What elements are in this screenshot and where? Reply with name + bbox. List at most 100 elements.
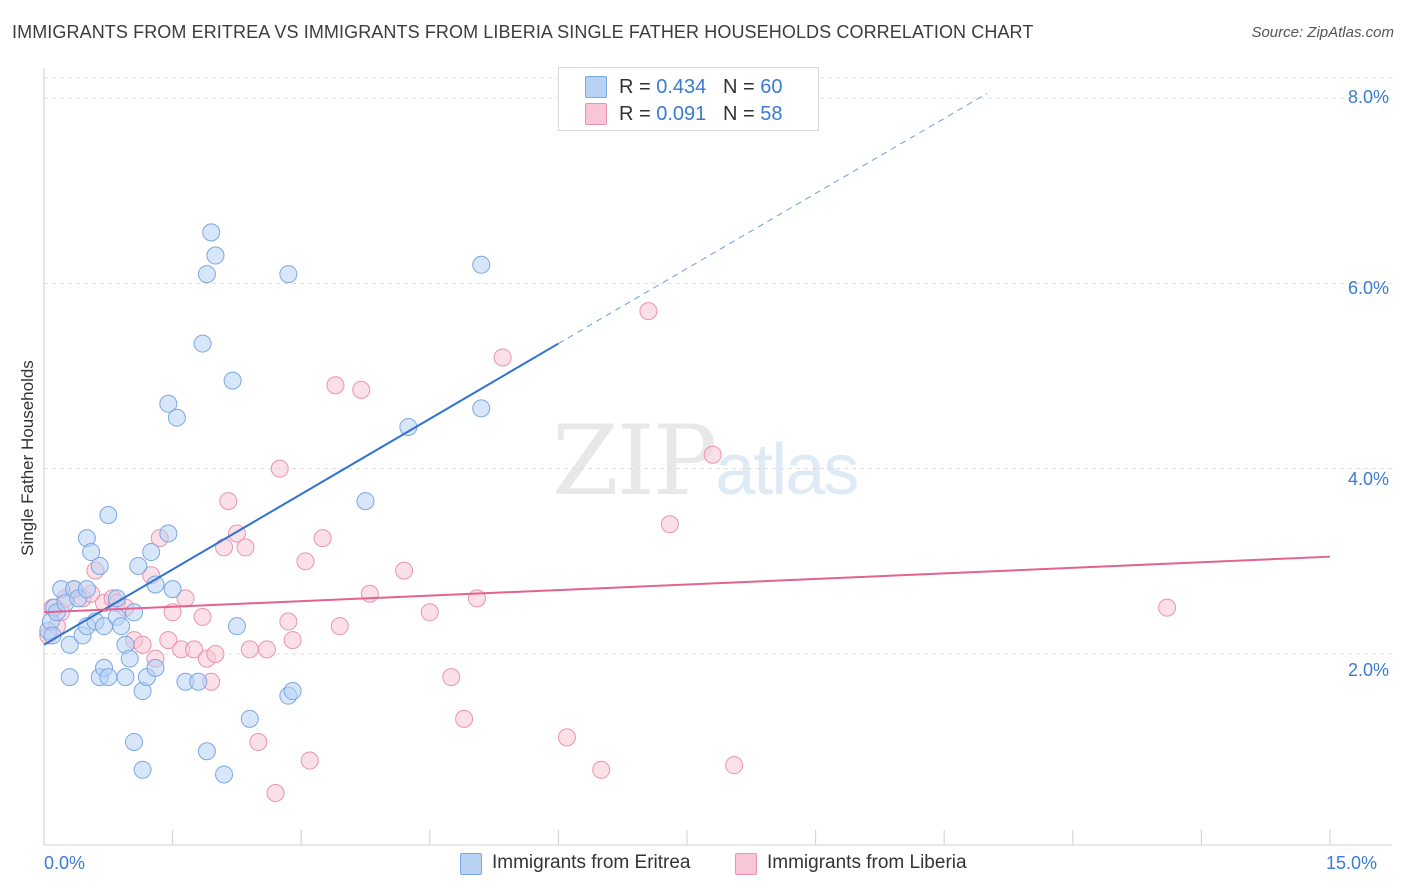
eritrea-point-21 — [99, 668, 118, 687]
liberia-point-35 — [270, 459, 289, 478]
y-tick-6: 6.0% — [1348, 278, 1390, 298]
liberia-point-56 — [725, 756, 744, 775]
x-tick-max: 15.0% — [1326, 853, 1378, 873]
liberia-swatch — [585, 103, 607, 125]
liberia-point-39 — [300, 751, 319, 770]
y-tick-8: 8.0% — [1348, 87, 1390, 107]
eritrea-point-51 — [227, 617, 246, 636]
liberia-point-52 — [592, 760, 611, 779]
liberia-point-36 — [279, 612, 298, 631]
eritrea-point-23 — [107, 589, 126, 608]
legend-eritrea-swatch — [460, 853, 482, 875]
watermark-zip: ZIP — [552, 405, 717, 517]
chart-source: Source: ZipAtlas.com — [1251, 24, 1394, 41]
liberia-point-26 — [206, 644, 225, 663]
eritrea-point-40 — [163, 580, 182, 599]
grid-lines — [44, 77, 1392, 655]
eritrea-swatch — [585, 76, 607, 98]
liberia-point-46 — [420, 603, 439, 622]
eritrea-point-7 — [60, 635, 79, 654]
eritrea-point-32 — [133, 760, 152, 779]
chart-title: IMMIGRANTS FROM ERITREA VS IMMIGRANTS FR… — [12, 22, 1034, 42]
eritrea-trend-line — [43, 342, 559, 646]
legend-liberia-swatch — [735, 853, 757, 875]
eritrea-point-28 — [120, 649, 139, 668]
eritrea-point-29 — [125, 603, 144, 622]
liberia-point-28 — [219, 492, 238, 511]
eritrea-point-55 — [279, 265, 298, 284]
liberia-point-31 — [240, 640, 259, 659]
eritrea-point-38 — [159, 394, 178, 413]
eritrea-point-50 — [223, 371, 242, 390]
liberia-point-41 — [326, 376, 345, 395]
series-eritrea-points — [39, 223, 491, 784]
y-axis-title: Single Father Households — [18, 360, 37, 556]
series-liberia-points — [39, 302, 1177, 802]
liberia-point-19 — [163, 603, 182, 622]
eritrea-point-45 — [197, 265, 216, 284]
legend-liberia-label: Immigrants from Liberia — [767, 852, 967, 873]
watermark-atlas: atlas — [715, 430, 859, 510]
trend-lines — [43, 92, 1331, 646]
liberia-point-50 — [493, 348, 512, 367]
eritrea-point-46 — [197, 742, 216, 761]
liberia-point-14 — [133, 635, 152, 654]
eritrea-point-22 — [99, 505, 118, 524]
liberia-point-42 — [330, 617, 349, 636]
eritrea-point-56 — [356, 492, 375, 511]
liberia-point-23 — [193, 607, 212, 626]
stats-legend: R = 0.434 N = 60 R = 0.091 N = 58 — [558, 67, 819, 131]
eritrea-point-58 — [472, 255, 491, 274]
stats-eritrea-text: R = 0.434 N = 60 — [619, 75, 783, 98]
eritrea-point-47 — [202, 223, 221, 242]
liberia-point-57 — [1158, 598, 1177, 617]
liberia-point-33 — [257, 640, 276, 659]
eritrea-point-27 — [116, 668, 135, 687]
eritrea-point-37 — [146, 658, 165, 677]
eritrea-point-44 — [193, 334, 212, 353]
liberia-point-22 — [185, 640, 204, 659]
liberia-point-43 — [352, 380, 371, 399]
eritrea-point-54 — [283, 682, 302, 701]
liberia-trend-line — [43, 555, 1331, 614]
liberia-point-51 — [557, 728, 576, 747]
eritrea-point-43 — [189, 672, 208, 691]
liberia-point-53 — [639, 302, 658, 321]
eritrea-point-25 — [112, 617, 131, 636]
eritrea-trend-extension — [558, 92, 988, 345]
liberia-point-34 — [266, 783, 285, 802]
liberia-point-48 — [455, 709, 474, 728]
liberia-point-45 — [395, 561, 414, 580]
liberia-point-30 — [236, 538, 255, 557]
liberia-point-44 — [360, 584, 379, 603]
eritrea-point-52 — [240, 709, 259, 728]
y-tick-2: 2.0% — [1348, 660, 1390, 680]
liberia-point-47 — [442, 668, 461, 687]
eritrea-point-49 — [215, 765, 234, 784]
eritrea-point-15 — [82, 543, 101, 562]
liberia-point-40 — [313, 529, 332, 548]
y-tick-4: 4.0% — [1348, 469, 1390, 489]
eritrea-point-59 — [472, 399, 491, 418]
eritrea-point-39 — [159, 524, 178, 543]
x-tick-min: 0.0% — [44, 853, 86, 873]
eritrea-point-17 — [90, 556, 109, 575]
liberia-point-18 — [159, 631, 178, 650]
liberia-point-54 — [660, 515, 679, 534]
eritrea-point-8 — [60, 668, 79, 687]
liberia-point-32 — [249, 733, 268, 752]
eritrea-point-35 — [142, 543, 161, 562]
axes — [43, 68, 1392, 846]
eritrea-point-41 — [167, 408, 186, 427]
liberia-point-38 — [296, 552, 315, 571]
eritrea-point-12 — [77, 580, 96, 599]
eritrea-point-31 — [129, 556, 148, 575]
eritrea-point-30 — [125, 733, 144, 752]
watermark: ZIPatlas — [552, 405, 859, 517]
eritrea-point-48 — [206, 246, 225, 265]
stats-liberia-text: R = 0.091 N = 58 — [619, 102, 783, 125]
legend-eritrea-label: Immigrants from Eritrea — [492, 852, 691, 873]
liberia-point-55 — [703, 445, 722, 464]
liberia-point-27 — [215, 538, 234, 557]
